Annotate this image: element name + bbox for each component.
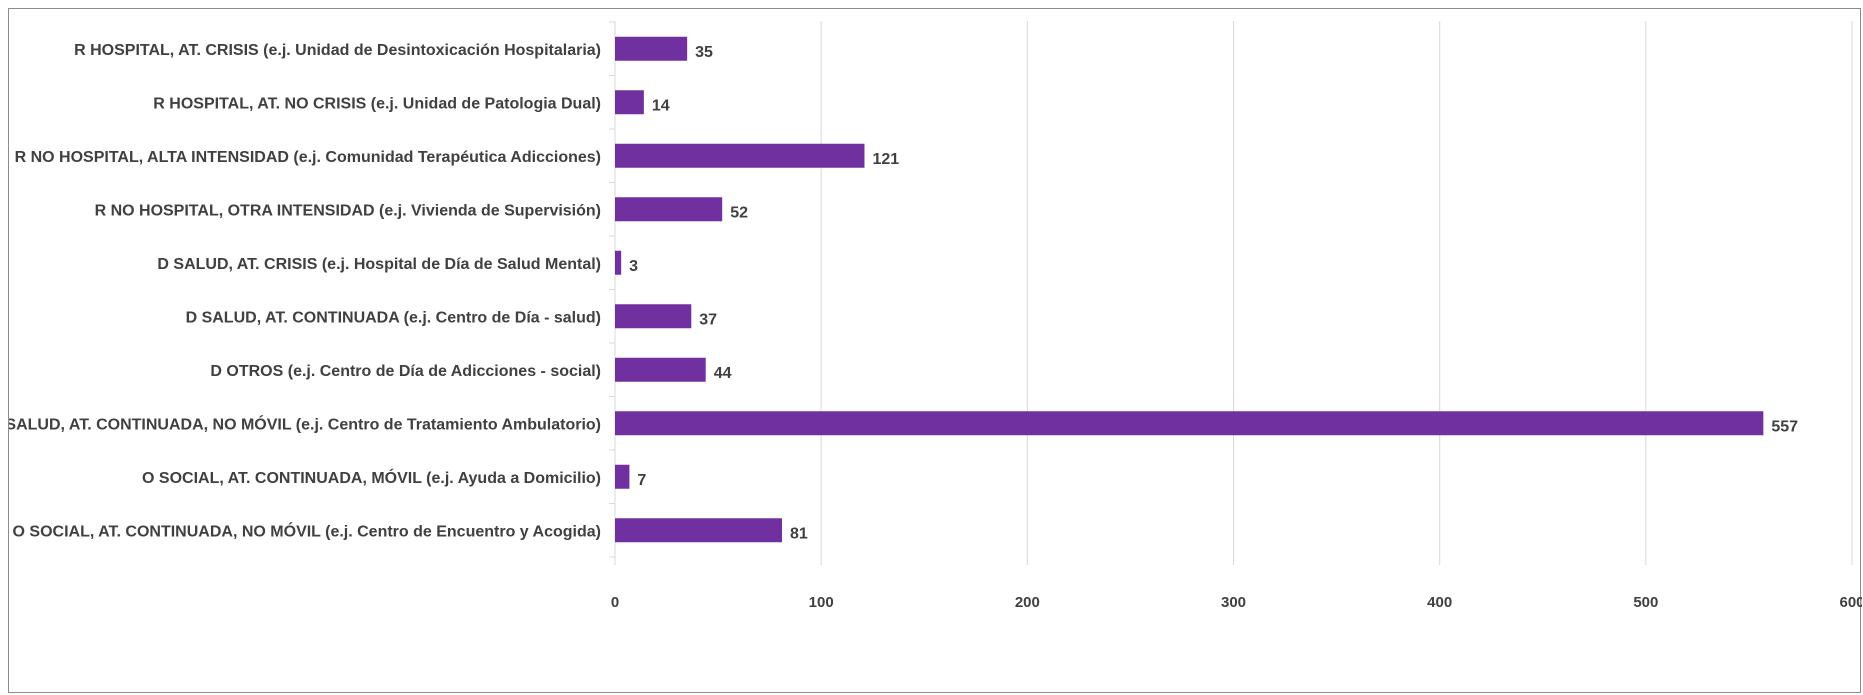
- value-label: 121: [872, 151, 899, 168]
- value-label: 557: [1771, 418, 1798, 435]
- x-tick-label: 0: [611, 594, 619, 611]
- value-label: 81: [790, 525, 808, 542]
- bar: [615, 411, 1764, 436]
- x-tick-label: 600: [1839, 594, 1862, 611]
- bar: [615, 357, 706, 382]
- labels: 0 100 200 300 400 500 600 R HOSPITAL, AT. CRISI…: [9, 42, 1862, 611]
- category-label: R HOSPITAL, AT. CRISIS (e.j. Unidad de D…: [74, 42, 601, 59]
- x-tick-label: 400: [1427, 594, 1452, 611]
- bar: [615, 464, 630, 489]
- x-tick-label: 500: [1633, 594, 1658, 611]
- axes: [609, 21, 616, 565]
- bars: [615, 36, 1764, 543]
- bar: [615, 197, 723, 222]
- category-label: D SALUD, AT. CRISIS (e.j. Hospital de Dí…: [157, 256, 601, 273]
- bar: [615, 250, 622, 275]
- bar-chart: 0 100 200 300 400 500 600 R HOSPITAL, AT. CRISI…: [9, 21, 1862, 611]
- value-label: 35: [695, 44, 713, 61]
- category-label: O SOCIAL, AT. CONTINUADA, MÓVIL (e.j. Ay…: [142, 468, 601, 487]
- category-label: O SOCIAL, AT. CONTINUADA, NO MÓVIL (e.j.…: [13, 521, 601, 540]
- value-label: 3: [629, 258, 638, 275]
- category-label: R NO HOSPITAL, OTRA INTENSIDAD (e.j. Viv…: [95, 202, 601, 219]
- x-tick-label: 200: [1015, 594, 1040, 611]
- value-label: 37: [699, 311, 717, 328]
- bar: [615, 36, 688, 61]
- value-label: 7: [637, 472, 646, 489]
- value-label: 52: [730, 204, 748, 221]
- value-label: 44: [714, 365, 732, 382]
- chart-frame: 0 100 200 300 400 500 600 R HOSPITAL, AT. CRISI…: [8, 8, 1862, 693]
- category-label: D SALUD, AT. CONTINUADA (e.j. Centro de …: [186, 309, 601, 326]
- category-label: O SALUD, AT. CONTINUADA, NO MÓVIL (e.j. …: [9, 414, 601, 433]
- x-tick-label: 300: [1221, 594, 1246, 611]
- category-label: D OTROS (e.j. Centro de Día de Adiccione…: [210, 363, 601, 380]
- bar: [615, 304, 692, 329]
- category-label: R NO HOSPITAL, ALTA INTENSIDAD (e.j. Com…: [15, 149, 601, 166]
- x-tick-label: 100: [809, 594, 834, 611]
- category-label: R HOSPITAL, AT. NO CRISIS (e.j. Unidad d…: [153, 95, 601, 112]
- bar: [615, 143, 865, 168]
- bar: [615, 518, 782, 543]
- gridlines: [820, 21, 1853, 565]
- value-label: 14: [652, 97, 670, 114]
- bar: [615, 90, 644, 115]
